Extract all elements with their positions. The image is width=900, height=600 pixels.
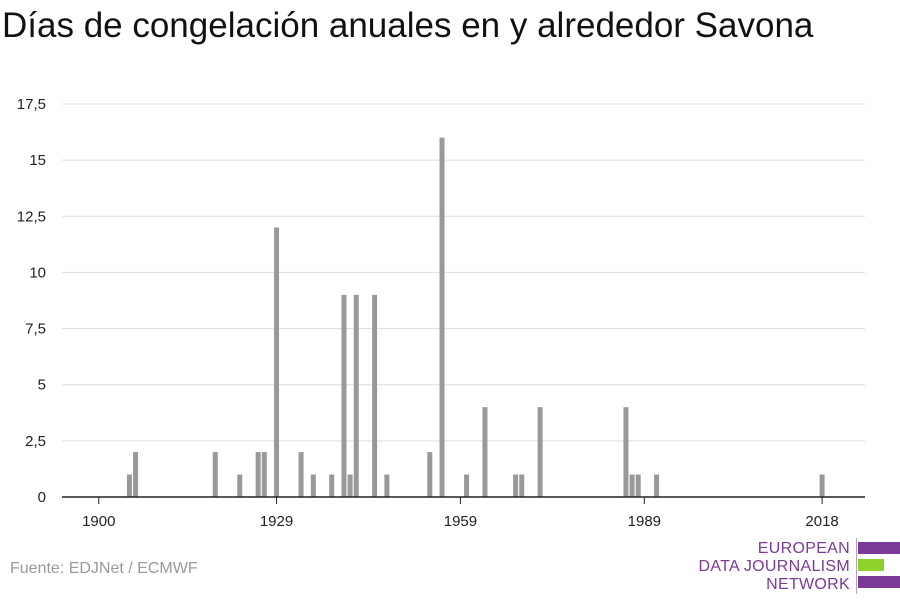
y-tick-label: 0 [38, 489, 46, 506]
y-tick-label: 17,5 [17, 96, 46, 113]
bar[interactable] [635, 474, 641, 497]
bar[interactable] [372, 294, 378, 497]
y-tick-label: 2,5 [25, 433, 46, 450]
bar[interactable] [298, 452, 304, 497]
logo-text-line-2: DATA JOURNALISM [698, 558, 850, 575]
bar[interactable] [255, 452, 261, 497]
bar[interactable] [654, 474, 660, 497]
bar-chart: 0 2,5 5 7,5 10 12,5 15 17,5 1900 1929 1959 1989 201… [17, 96, 865, 530]
x-tick-label: 1989 [628, 513, 661, 530]
x-tick-label: 1900 [82, 513, 115, 530]
bar[interactable] [519, 474, 525, 497]
y-tick-label: 10 [29, 264, 46, 281]
logo-bar-green [858, 559, 884, 571]
y-tick-label: 12,5 [17, 208, 46, 225]
bars [126, 137, 825, 497]
x-tick-label: 2018 [805, 513, 838, 530]
bar[interactable] [329, 474, 335, 497]
bar[interactable] [274, 227, 280, 497]
bar[interactable] [464, 474, 470, 497]
grid-lines [62, 103, 865, 442]
bar[interactable] [629, 474, 635, 497]
bar[interactable] [237, 474, 243, 497]
y-tick-label: 15 [29, 152, 46, 169]
bar[interactable] [537, 407, 543, 497]
bar[interactable] [623, 407, 629, 497]
bar[interactable] [353, 294, 359, 497]
bar[interactable] [310, 474, 316, 497]
logo-text-line-1: EUROPEAN [757, 540, 850, 557]
source-note: Fuente: EDJNet / ECMWF [10, 560, 198, 577]
bar[interactable] [126, 474, 132, 497]
bar[interactable] [819, 474, 825, 497]
y-tick-label: 5 [38, 377, 46, 394]
logo-bar-purple-top [858, 542, 900, 554]
bar[interactable] [212, 452, 218, 497]
x-tick-label: 1959 [444, 513, 477, 530]
bar[interactable] [513, 474, 519, 497]
logo-text-line-3: NETWORK [766, 576, 850, 593]
bar[interactable] [347, 474, 353, 497]
bar[interactable] [439, 137, 445, 497]
bar[interactable] [341, 294, 347, 497]
x-tick-label: 1929 [260, 513, 293, 530]
logo-divider [856, 538, 857, 594]
bar[interactable] [261, 452, 267, 497]
y-tick-label: 7,5 [25, 321, 46, 338]
bar[interactable] [482, 407, 488, 497]
chart-title: Días de congelación anuales en y alreded… [2, 6, 814, 45]
bar[interactable] [384, 474, 390, 497]
x-axis: 1900 1929 1959 1989 2018 [62, 496, 865, 530]
y-axis-labels: 0 2,5 5 7,5 10 12,5 15 17,5 [17, 96, 46, 506]
logo-bar-purple-bottom [858, 576, 900, 588]
edjnet-logo[interactable]: EUROPEAN DATA JOURNALISM NETWORK [698, 538, 900, 594]
bar[interactable] [133, 452, 139, 497]
bar[interactable] [427, 452, 433, 497]
